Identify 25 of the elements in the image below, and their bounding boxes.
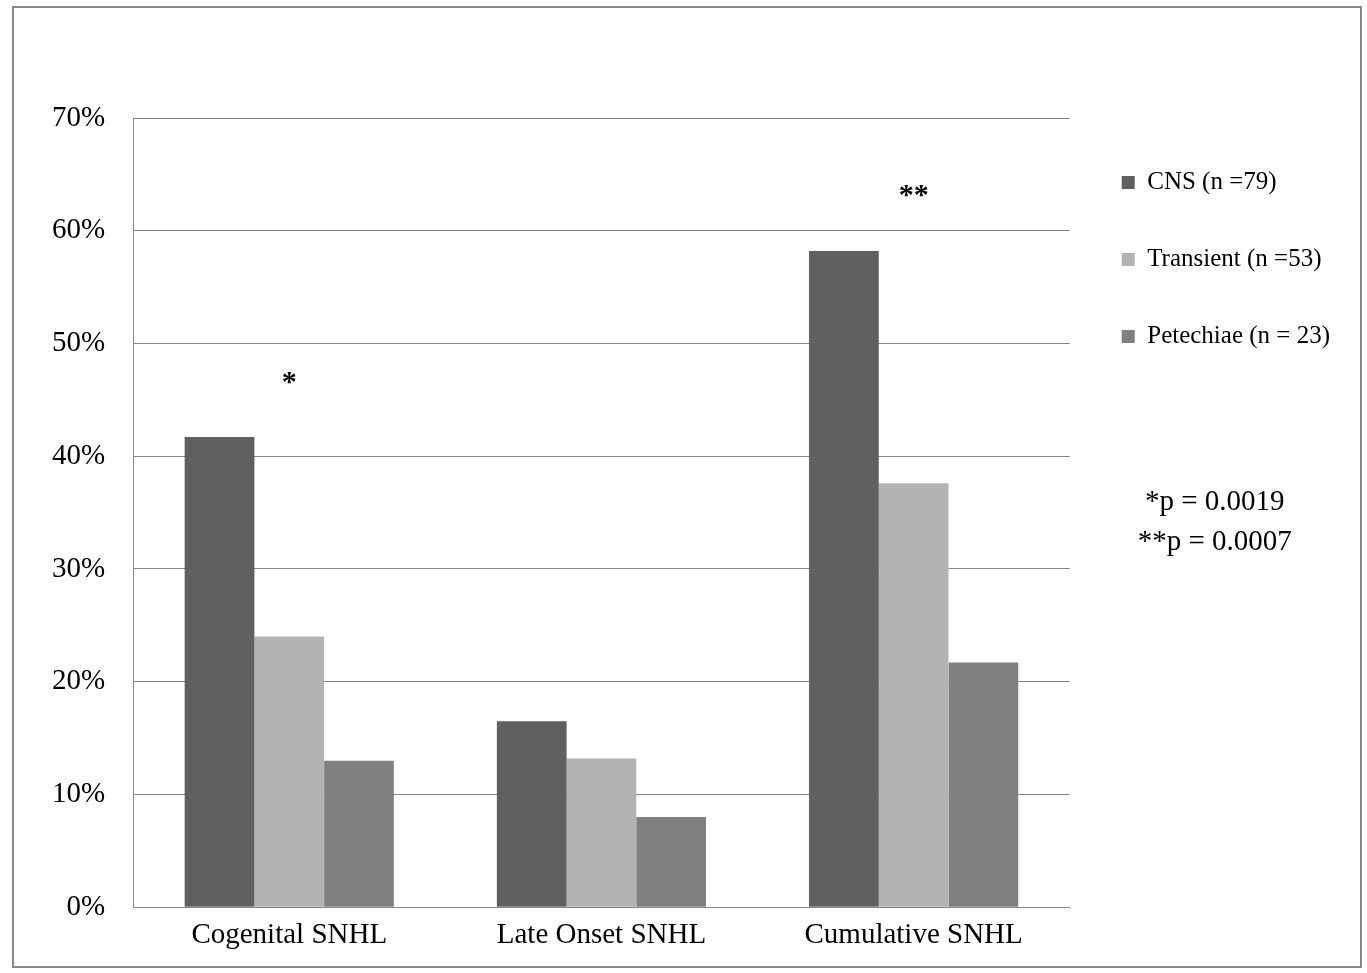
bar <box>496 721 567 907</box>
y-tick-label: 40% <box>51 437 106 470</box>
annotation: ** <box>898 176 929 210</box>
text: *p = 0.0019 <box>1144 483 1285 516</box>
y-tick-label: 10% <box>51 776 106 809</box>
y-tick-label: 70% <box>51 99 106 132</box>
x-tick-label: Cogenital SNHL <box>191 917 388 950</box>
legend-label: CNS (n =79) <box>1147 167 1277 196</box>
y-tick-label: 50% <box>51 325 106 358</box>
legend-label: Petechiae (n = 23) <box>1147 321 1331 350</box>
annotation: * <box>281 363 297 397</box>
x-tick-label: Cumulative SNHL <box>804 917 1023 950</box>
x-tick-label: Late Onset SNHL <box>496 917 707 950</box>
bar <box>566 758 637 907</box>
y-tick-label: 60% <box>51 212 106 245</box>
bar <box>184 437 255 907</box>
y-tick-label: 0% <box>66 888 106 921</box>
y-tick-label: 30% <box>51 550 106 583</box>
text: **p = 0.0007 <box>1137 523 1292 556</box>
legend-label: Transient (n =53) <box>1147 244 1322 273</box>
y-tick-label: 20% <box>51 663 106 696</box>
bar <box>809 251 879 907</box>
bar <box>254 636 325 907</box>
bar <box>878 483 949 907</box>
bar <box>636 817 707 907</box>
